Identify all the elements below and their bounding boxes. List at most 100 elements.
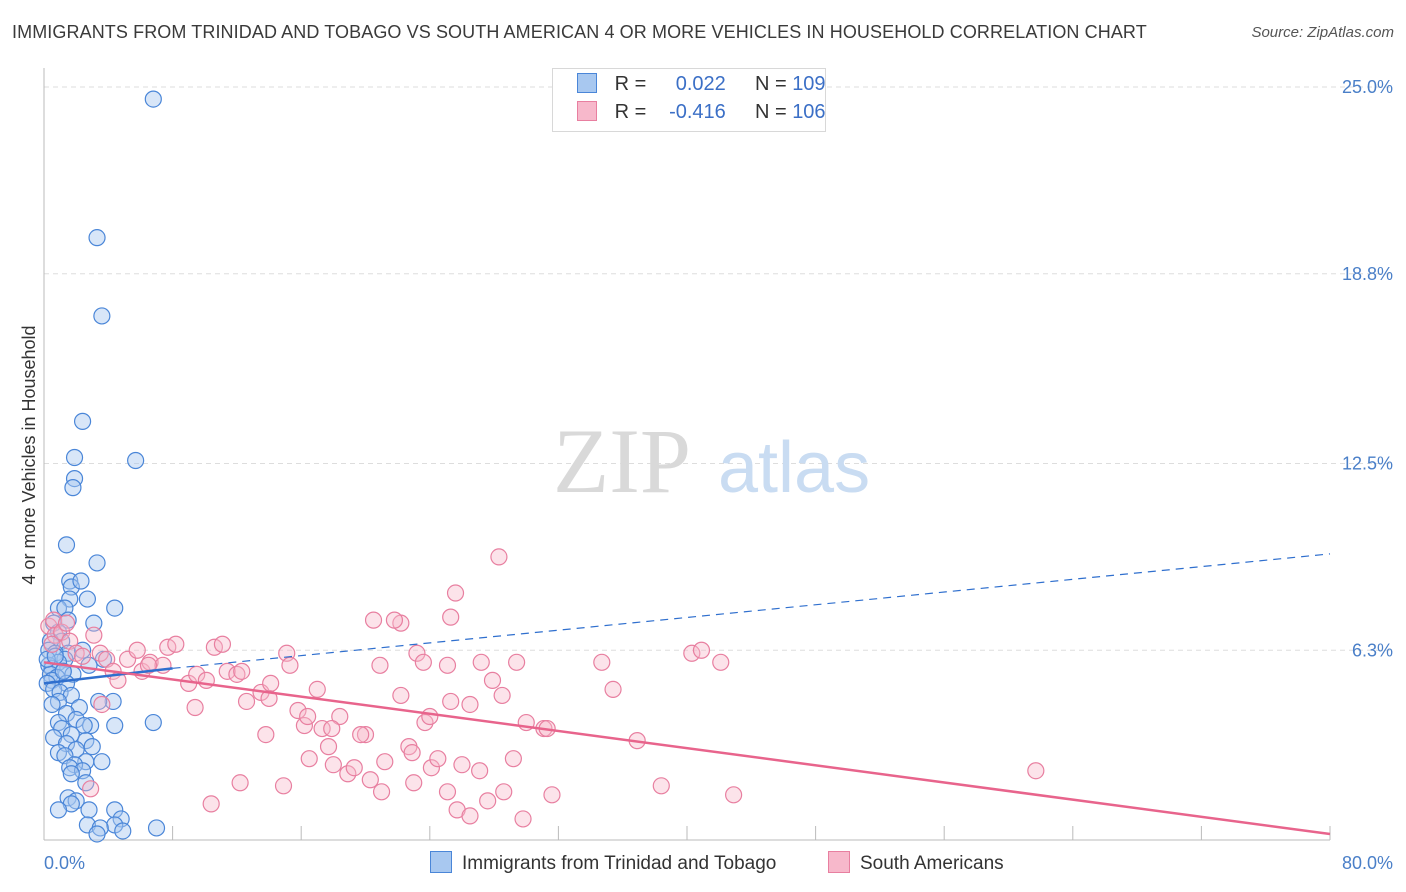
data-point-south-american: [260, 689, 278, 708]
x-tick-label: 0.0%: [44, 853, 85, 873]
data-point-south-american: [422, 759, 441, 777]
data-point-south-american: [233, 662, 251, 680]
legend-r-value: 0.022: [675, 73, 726, 95]
data-point-south-american: [43, 635, 61, 653]
data-point-south-american: [372, 783, 391, 801]
watermark-atlas: atlas: [718, 428, 870, 508]
data-point-trinidad: [104, 692, 122, 711]
data-point-trinidad: [54, 662, 72, 680]
data-point-south-american: [300, 750, 318, 768]
data-point-trinidad: [57, 536, 76, 554]
data-point-south-american: [93, 695, 111, 714]
data-point-south-american: [683, 644, 701, 662]
data-point-trinidad: [88, 229, 106, 247]
data-point-trinidad: [67, 792, 85, 810]
data-point-south-american: [1027, 762, 1045, 780]
data-point-south-american: [308, 680, 326, 699]
data-point-south-american: [403, 744, 421, 762]
data-point-south-american: [392, 686, 410, 705]
data-point-trinidad: [73, 412, 92, 430]
data-point-south-american: [593, 653, 611, 671]
bottom-legend-south-american: South Americans: [828, 851, 1004, 875]
y-tick-label: 12.5%: [1342, 454, 1393, 474]
data-point-south-american: [324, 756, 342, 774]
data-point-south-american: [429, 750, 447, 768]
data-point-south-american: [371, 656, 389, 674]
bottom-legend-label-south-american: South Americans: [860, 853, 1004, 874]
data-point-south-american: [228, 665, 246, 683]
data-point-south-american: [167, 635, 185, 653]
x-tick-label: 80.0%: [1342, 853, 1393, 873]
legend-n-value: 106: [792, 101, 826, 123]
data-point-south-american: [352, 725, 370, 744]
data-point-trinidad: [62, 765, 80, 783]
data-point-south-american: [299, 707, 317, 726]
y-tick-label: 18.8%: [1342, 264, 1393, 284]
data-point-south-american: [361, 771, 379, 789]
legend-n-value: 109: [792, 73, 826, 95]
data-point-trinidad: [72, 572, 90, 590]
bottom-legend-label-trinidad: Immigrants from Trinidad and Tobago: [462, 853, 777, 874]
legend-r-label: R =: [614, 73, 647, 95]
data-point-south-american: [295, 716, 314, 735]
trend-lines: [43, 553, 1331, 836]
legend-swatch-pink: [577, 101, 597, 121]
data-point-trinidad: [114, 822, 132, 840]
watermark-zip: ZIP: [553, 410, 691, 512]
data-point-trinidad: [93, 307, 111, 325]
data-point-south-american: [483, 671, 502, 689]
data-point-south-american: [73, 647, 92, 665]
data-point-south-american: [414, 653, 432, 671]
data-point-trinidad: [75, 716, 93, 735]
y-tick-label: 25.0%: [1342, 77, 1393, 97]
data-point-south-american: [421, 707, 439, 726]
data-point-south-american: [471, 762, 489, 780]
data-point-south-american: [725, 786, 743, 804]
data-point-south-american: [442, 692, 460, 711]
data-point-south-american: [438, 656, 457, 674]
data-point-south-american: [490, 548, 508, 566]
axes: [43, 68, 1331, 841]
data-point-trinidad: [106, 801, 124, 819]
data-point-south-american: [461, 807, 479, 825]
data-point-south-american: [385, 611, 404, 629]
axis-labels: 6.3% 12.5% 18.8% 25.0% 0.0% 80.0%: [44, 77, 1393, 873]
data-point-trinidad: [88, 554, 106, 572]
y-axis-title: 4 or more Vehicles in Household: [19, 325, 39, 584]
series-south-american-points: [40, 548, 1045, 828]
data-point-south-american: [237, 692, 256, 711]
data-point-south-american: [319, 738, 338, 756]
correlation-legend: R = 0.022 N = 109 R = -0.416 N = 106: [552, 68, 826, 132]
data-point-trinidad: [49, 801, 68, 819]
legend-row-trinidad: R = 0.022 N = 109: [577, 73, 826, 99]
data-point-south-american: [85, 626, 103, 644]
data-point-south-american: [543, 786, 561, 804]
data-point-south-american: [504, 750, 522, 768]
legend-n-label: N =: [754, 73, 787, 95]
data-point-trinidad: [144, 90, 162, 108]
data-point-south-american: [652, 777, 670, 795]
data-point-south-american: [262, 674, 280, 692]
data-point-trinidad: [65, 448, 84, 467]
data-point-trinidad: [85, 614, 103, 632]
data-point-south-american: [82, 780, 100, 798]
data-point-trinidad: [147, 819, 166, 837]
series-trinidad-points: [38, 90, 166, 843]
data-point-south-american: [446, 584, 465, 602]
data-point-south-american: [408, 644, 426, 662]
data-point-trinidad: [64, 479, 82, 497]
data-point-trinidad: [93, 753, 111, 771]
data-point-south-american: [213, 635, 232, 653]
legend-swatch-blue: [577, 73, 597, 93]
data-point-trinidad: [106, 716, 124, 735]
data-point-trinidad: [106, 599, 124, 617]
data-point-south-american: [91, 644, 109, 662]
data-point-trinidad: [61, 759, 79, 777]
data-point-south-american: [493, 686, 511, 705]
trend-line-trinidad: [43, 667, 173, 685]
data-point-south-american: [376, 753, 394, 771]
data-point-south-american: [356, 725, 375, 744]
source-label: Source: ZipAtlas.com: [1251, 24, 1394, 41]
data-point-south-american: [202, 795, 220, 813]
